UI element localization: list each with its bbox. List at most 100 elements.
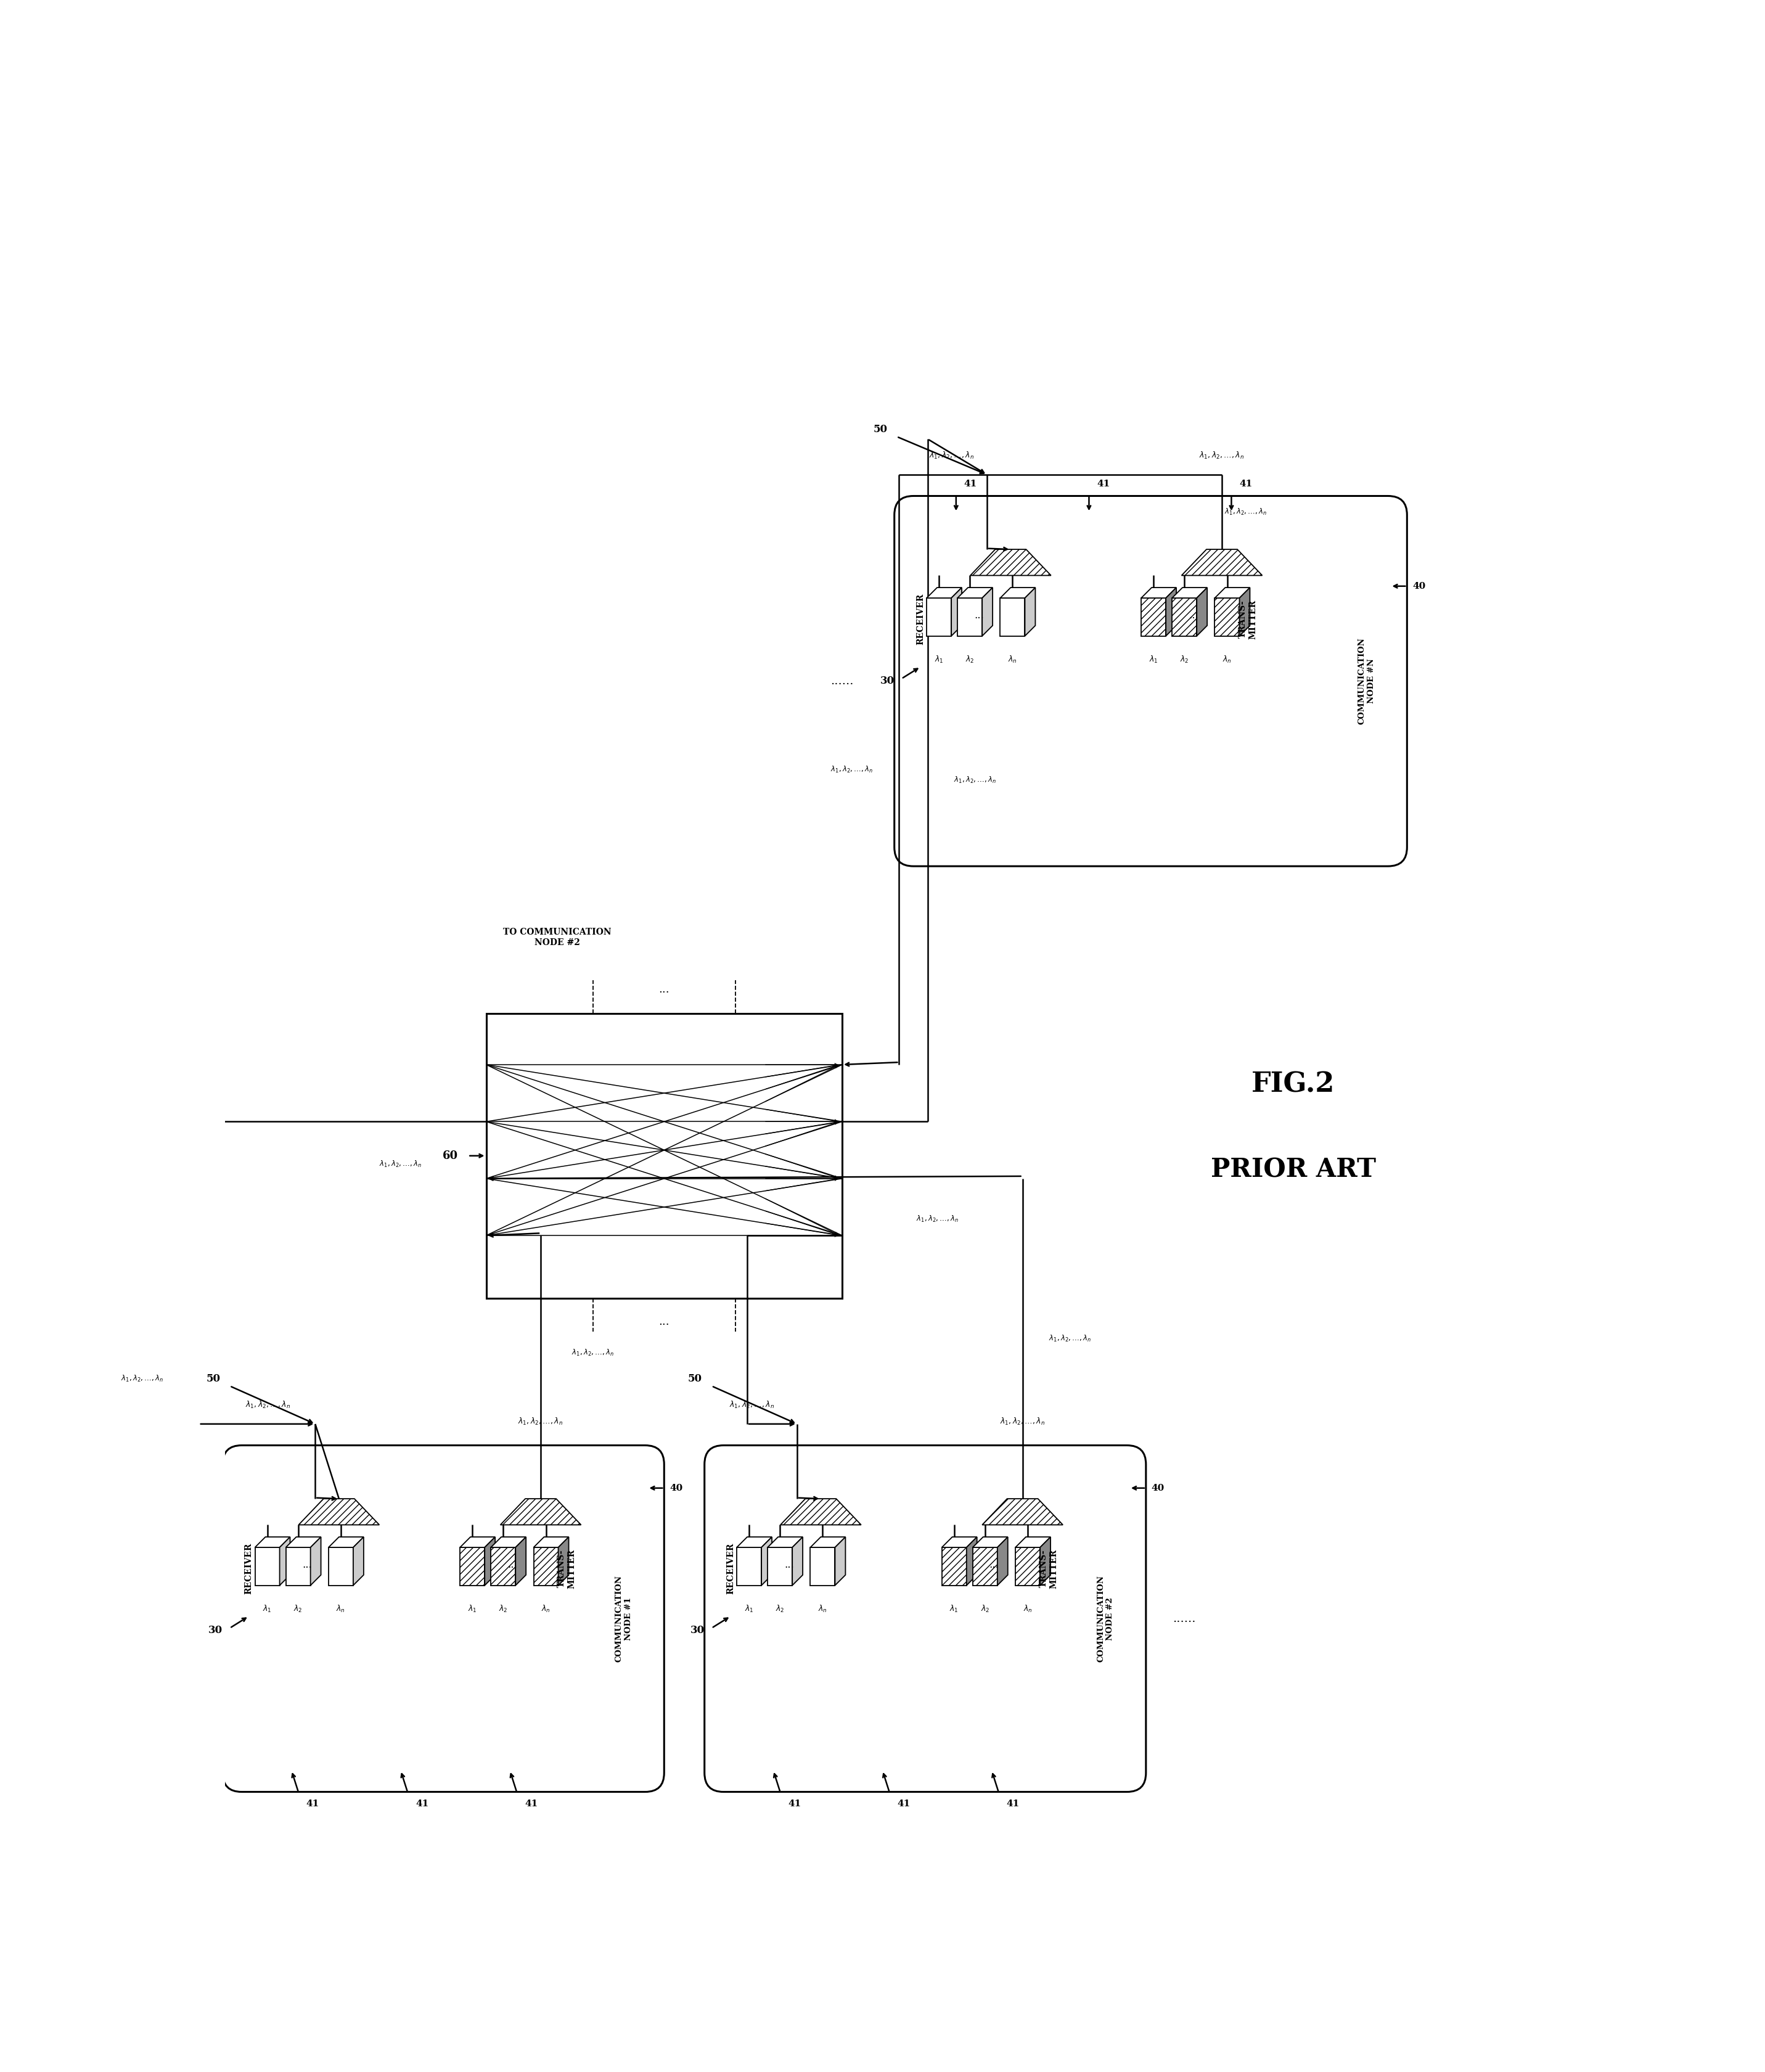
Polygon shape xyxy=(533,1537,568,1548)
Polygon shape xyxy=(1197,588,1207,636)
Text: TRANS-
MITTER: TRANS- MITTER xyxy=(558,1550,575,1589)
Text: ...: ... xyxy=(784,1560,794,1571)
Text: $\lambda_1,\lambda_2,\ldots,\lambda_n$: $\lambda_1,\lambda_2,\ldots,\lambda_n$ xyxy=(120,1374,162,1384)
Text: 50: 50 xyxy=(688,1374,702,1384)
FancyBboxPatch shape xyxy=(222,1446,664,1792)
Text: $\lambda_2$: $\lambda_2$ xyxy=(293,1604,302,1614)
Text: $\lambda_1,\lambda_2,\ldots,\lambda_n$: $\lambda_1,\lambda_2,\ldots,\lambda_n$ xyxy=(519,1417,563,1426)
Polygon shape xyxy=(298,1498,379,1525)
Polygon shape xyxy=(461,1548,485,1585)
Text: TRANS-
MITTER: TRANS- MITTER xyxy=(1239,599,1257,638)
Polygon shape xyxy=(461,1537,496,1548)
Text: ......: ...... xyxy=(831,675,854,686)
Text: $\lambda_1,\lambda_2,\ldots,\lambda_n$: $\lambda_1,\lambda_2,\ldots,\lambda_n$ xyxy=(916,1214,958,1225)
FancyBboxPatch shape xyxy=(704,1446,1145,1792)
Text: 50: 50 xyxy=(207,1374,221,1384)
Text: TRANS-
MITTER: TRANS- MITTER xyxy=(1040,1550,1057,1589)
Polygon shape xyxy=(558,1537,568,1585)
Polygon shape xyxy=(971,549,1050,576)
Text: $\lambda_1$: $\lambda_1$ xyxy=(934,655,944,665)
Polygon shape xyxy=(927,599,951,636)
Text: $\lambda_1$: $\lambda_1$ xyxy=(950,1604,958,1614)
Text: ...: ... xyxy=(302,1560,312,1571)
Polygon shape xyxy=(951,588,962,636)
Text: $\lambda_1,\lambda_2,\ldots,\lambda_n$: $\lambda_1,\lambda_2,\ldots,\lambda_n$ xyxy=(379,1160,422,1169)
Polygon shape xyxy=(491,1548,515,1585)
Text: ......: ...... xyxy=(1172,1614,1195,1624)
Polygon shape xyxy=(491,1537,526,1548)
Polygon shape xyxy=(810,1537,845,1548)
Polygon shape xyxy=(1239,588,1250,636)
Polygon shape xyxy=(328,1548,353,1585)
Text: $\lambda_1,\lambda_2,\ldots,\lambda_n$: $\lambda_1,\lambda_2,\ldots,\lambda_n$ xyxy=(928,450,974,460)
Polygon shape xyxy=(768,1537,803,1548)
Text: $\lambda_1,\lambda_2,\ldots,\lambda_n$: $\lambda_1,\lambda_2,\ldots,\lambda_n$ xyxy=(729,1401,775,1409)
Text: RECEIVER: RECEIVER xyxy=(725,1544,734,1595)
Text: 30: 30 xyxy=(690,1624,704,1635)
Text: 41: 41 xyxy=(897,1798,911,1809)
Polygon shape xyxy=(997,1537,1008,1585)
Text: $\lambda_1$: $\lambda_1$ xyxy=(745,1604,754,1614)
Polygon shape xyxy=(1001,588,1036,599)
Text: $\lambda_1$: $\lambda_1$ xyxy=(468,1604,477,1614)
Text: 41: 41 xyxy=(1096,481,1110,489)
Text: COMMUNICATION
NODE #N: COMMUNICATION NODE #N xyxy=(1357,638,1375,725)
Text: $\lambda_2$: $\lambda_2$ xyxy=(981,1604,990,1614)
Text: $\lambda_2$: $\lambda_2$ xyxy=(1181,655,1190,665)
Polygon shape xyxy=(311,1537,321,1585)
Text: $\lambda_1,\lambda_2,\ldots,\lambda_n$: $\lambda_1,\lambda_2,\ldots,\lambda_n$ xyxy=(830,765,874,775)
Polygon shape xyxy=(1142,599,1167,636)
Text: $\lambda_1,\lambda_2,\ldots,\lambda_n$: $\lambda_1,\lambda_2,\ldots,\lambda_n$ xyxy=(245,1401,289,1409)
Text: $\lambda_2$: $\lambda_2$ xyxy=(965,655,974,665)
Text: 30: 30 xyxy=(208,1624,222,1635)
Polygon shape xyxy=(1015,1548,1040,1585)
Polygon shape xyxy=(957,588,992,599)
Text: $\lambda_2$: $\lambda_2$ xyxy=(499,1604,508,1614)
Text: $\lambda_1,\lambda_2,\ldots,\lambda_n$: $\lambda_1,\lambda_2,\ldots,\lambda_n$ xyxy=(1198,450,1244,460)
Polygon shape xyxy=(973,1537,1008,1548)
Polygon shape xyxy=(1214,588,1250,599)
Text: 41: 41 xyxy=(1006,1798,1020,1809)
Text: 41: 41 xyxy=(1239,481,1251,489)
Polygon shape xyxy=(967,1537,978,1585)
Text: PRIOR ART: PRIOR ART xyxy=(1211,1156,1375,1183)
Text: $\lambda_1,\lambda_2,\ldots,\lambda_n$: $\lambda_1,\lambda_2,\ldots,\lambda_n$ xyxy=(1001,1417,1045,1426)
Polygon shape xyxy=(286,1548,311,1585)
Text: ...: ... xyxy=(974,611,983,622)
Text: ...: ... xyxy=(988,1560,999,1571)
Polygon shape xyxy=(957,599,981,636)
Text: $\lambda_1$: $\lambda_1$ xyxy=(1149,655,1158,665)
Text: ...: ... xyxy=(507,1560,517,1571)
Text: $\lambda_2$: $\lambda_2$ xyxy=(775,1604,784,1614)
Polygon shape xyxy=(792,1537,803,1585)
Polygon shape xyxy=(328,1537,364,1548)
Polygon shape xyxy=(254,1537,289,1548)
Polygon shape xyxy=(499,1498,581,1525)
Text: $\lambda_n$: $\lambda_n$ xyxy=(819,1604,828,1614)
Polygon shape xyxy=(1025,588,1036,636)
Text: ...: ... xyxy=(1188,611,1198,622)
Text: COMMUNICATION
NODE #2: COMMUNICATION NODE #2 xyxy=(1098,1575,1114,1662)
Polygon shape xyxy=(943,1548,967,1585)
Polygon shape xyxy=(761,1537,771,1585)
Text: COMMUNICATION
NODE #1: COMMUNICATION NODE #1 xyxy=(616,1575,632,1662)
Text: RECEIVER: RECEIVER xyxy=(916,595,925,644)
Polygon shape xyxy=(1181,549,1262,576)
Polygon shape xyxy=(810,1548,835,1585)
Text: 41: 41 xyxy=(307,1798,319,1809)
Polygon shape xyxy=(943,1537,978,1548)
Polygon shape xyxy=(1214,599,1239,636)
Polygon shape xyxy=(1001,599,1025,636)
Polygon shape xyxy=(1142,588,1175,599)
Text: $\lambda_1,\lambda_2,\ldots,\lambda_n$: $\lambda_1,\lambda_2,\ldots,\lambda_n$ xyxy=(953,775,995,785)
Text: $\lambda_n$: $\lambda_n$ xyxy=(1024,1604,1033,1614)
Text: 41: 41 xyxy=(415,1798,429,1809)
Polygon shape xyxy=(981,588,992,636)
FancyBboxPatch shape xyxy=(895,495,1407,866)
Polygon shape xyxy=(279,1537,289,1585)
Text: 30: 30 xyxy=(881,675,895,686)
Polygon shape xyxy=(485,1013,842,1299)
Polygon shape xyxy=(533,1548,558,1585)
Polygon shape xyxy=(1040,1537,1050,1585)
Polygon shape xyxy=(835,1537,845,1585)
